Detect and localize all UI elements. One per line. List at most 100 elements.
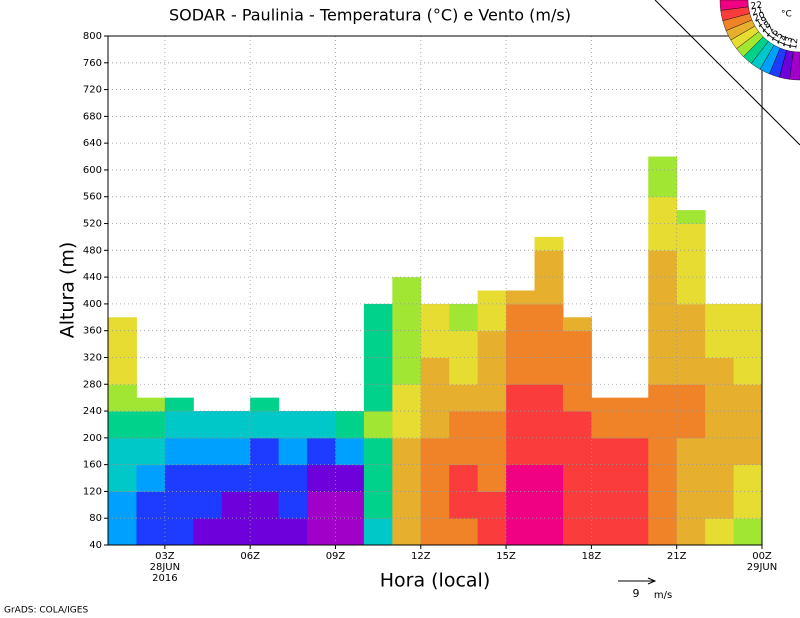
- temperature-cell: [278, 518, 308, 546]
- colorbar-label: 14: [777, 33, 791, 48]
- temperature-cell: [733, 518, 763, 546]
- credit: GrADS: COLA/IGES: [4, 606, 88, 616]
- temperature-cell: [307, 518, 336, 546]
- y-tick-label: 600: [83, 165, 102, 176]
- date-label: 29JUN: [747, 562, 777, 573]
- colorbar-label: 15: [771, 31, 785, 46]
- colorbar-unit: °C: [781, 10, 792, 20]
- date-label: 2016: [152, 573, 177, 584]
- temperature-cell: [534, 303, 564, 332]
- temperature-cell: [250, 411, 280, 439]
- temperature-cell: [591, 491, 621, 519]
- temperature-cell: [676, 518, 706, 546]
- temperature-cell: [733, 491, 763, 519]
- temperature-cell: [705, 464, 735, 492]
- temperature-cell: [506, 303, 536, 332]
- corner-divider: [654, 0, 800, 146]
- temperature-cell: [221, 437, 251, 466]
- temperature-cell: [534, 411, 564, 439]
- temperature-cell: [477, 491, 507, 519]
- temperature-cell: [676, 303, 706, 332]
- chart-title: SODAR - Paulinia - Temperatura (°C) e Ve…: [169, 6, 571, 25]
- temperature-cell: [221, 464, 251, 492]
- temperature-cell: [506, 384, 536, 412]
- temperature-cell: [363, 384, 393, 412]
- x-tick-label: 12Z: [411, 551, 431, 562]
- temperature-cell: [307, 411, 336, 439]
- temperature-cell: [449, 384, 479, 412]
- temperature-cell: [449, 437, 479, 466]
- temperature-cell: [477, 330, 507, 358]
- temperature-cell: [506, 464, 536, 492]
- y-tick-label: 720: [83, 85, 102, 96]
- temperature-cell: [534, 330, 564, 358]
- temperature-cell: [619, 464, 649, 492]
- temperature-cell: [676, 330, 706, 358]
- y-tick-label: 80: [89, 513, 102, 524]
- temperature-cell: [562, 357, 592, 385]
- temperature-cell: [108, 330, 137, 358]
- temperature-cell: [648, 491, 678, 519]
- temperature-cell: [363, 330, 393, 358]
- temperature-cell: [534, 357, 564, 385]
- temperature-cell: [534, 277, 564, 305]
- temperature-cell: [278, 464, 308, 492]
- temperature-cell: [108, 357, 137, 385]
- temperature-cell: [733, 464, 763, 492]
- temperature-cell: [705, 303, 735, 332]
- temperature-cell: [136, 397, 166, 412]
- y-tick-label: 440: [83, 272, 102, 283]
- temperature-cell: [250, 397, 280, 412]
- temperature-cell: [363, 437, 393, 466]
- temperature-cell: [363, 357, 393, 385]
- temperature-cell: [136, 411, 166, 439]
- temperature-cell: [506, 518, 536, 546]
- temperature-cell: [392, 384, 422, 412]
- temperature-cell: [506, 411, 536, 439]
- y-tick-label: 240: [83, 406, 102, 417]
- temperature-cell: [648, 384, 678, 412]
- temperature-cell: [307, 437, 336, 466]
- x-tick-label: 09Z: [326, 551, 346, 562]
- temperature-cell: [335, 464, 365, 492]
- y-tick-label: 400: [83, 299, 102, 310]
- temperature-cell: [619, 397, 649, 412]
- temperature-cell: [449, 357, 479, 385]
- temperature-cell: [676, 277, 706, 305]
- temperature-cell: [420, 437, 450, 466]
- vector-reference-value: 9: [633, 587, 640, 600]
- temperature-cell: [562, 437, 592, 466]
- temperature-cell: [562, 317, 592, 332]
- temperature-cell: [506, 437, 536, 466]
- colorbar-label: 22: [750, 1, 763, 12]
- temperature-cell: [562, 464, 592, 492]
- temperature-cell: [591, 437, 621, 466]
- vector-reference-unit: m/s: [654, 590, 672, 601]
- temperature-cell: [562, 411, 592, 439]
- temperature-cell: [591, 397, 621, 412]
- temperature-cell: [705, 384, 735, 412]
- x-axis-label: Hora (local): [380, 570, 491, 592]
- temperature-cell: [449, 303, 479, 332]
- temperature-cell: [705, 411, 735, 439]
- temperature-cell: [392, 491, 422, 519]
- temperature-cell: [420, 357, 450, 385]
- temperature-cell: [221, 491, 251, 519]
- temperature-cell: [477, 303, 507, 332]
- temperature-cell: [278, 491, 308, 519]
- temperature-cell: [164, 397, 194, 412]
- temperature-cell: [392, 464, 422, 492]
- temperature-cell: [705, 518, 735, 546]
- temperature-cell: [648, 196, 678, 225]
- x-tick-label: 06Z: [240, 551, 260, 562]
- temperature-cell: [506, 330, 536, 358]
- temperature-cell: [420, 411, 450, 439]
- colorbar-label: 21: [751, 6, 765, 19]
- temperature-cell: [619, 491, 649, 519]
- temperature-cell: [534, 250, 564, 278]
- temperature-cell: [676, 357, 706, 385]
- y-tick-label: 200: [83, 433, 102, 444]
- temperature-cell: [733, 303, 763, 332]
- temperature-cell: [648, 437, 678, 466]
- temperature-cell: [363, 491, 393, 519]
